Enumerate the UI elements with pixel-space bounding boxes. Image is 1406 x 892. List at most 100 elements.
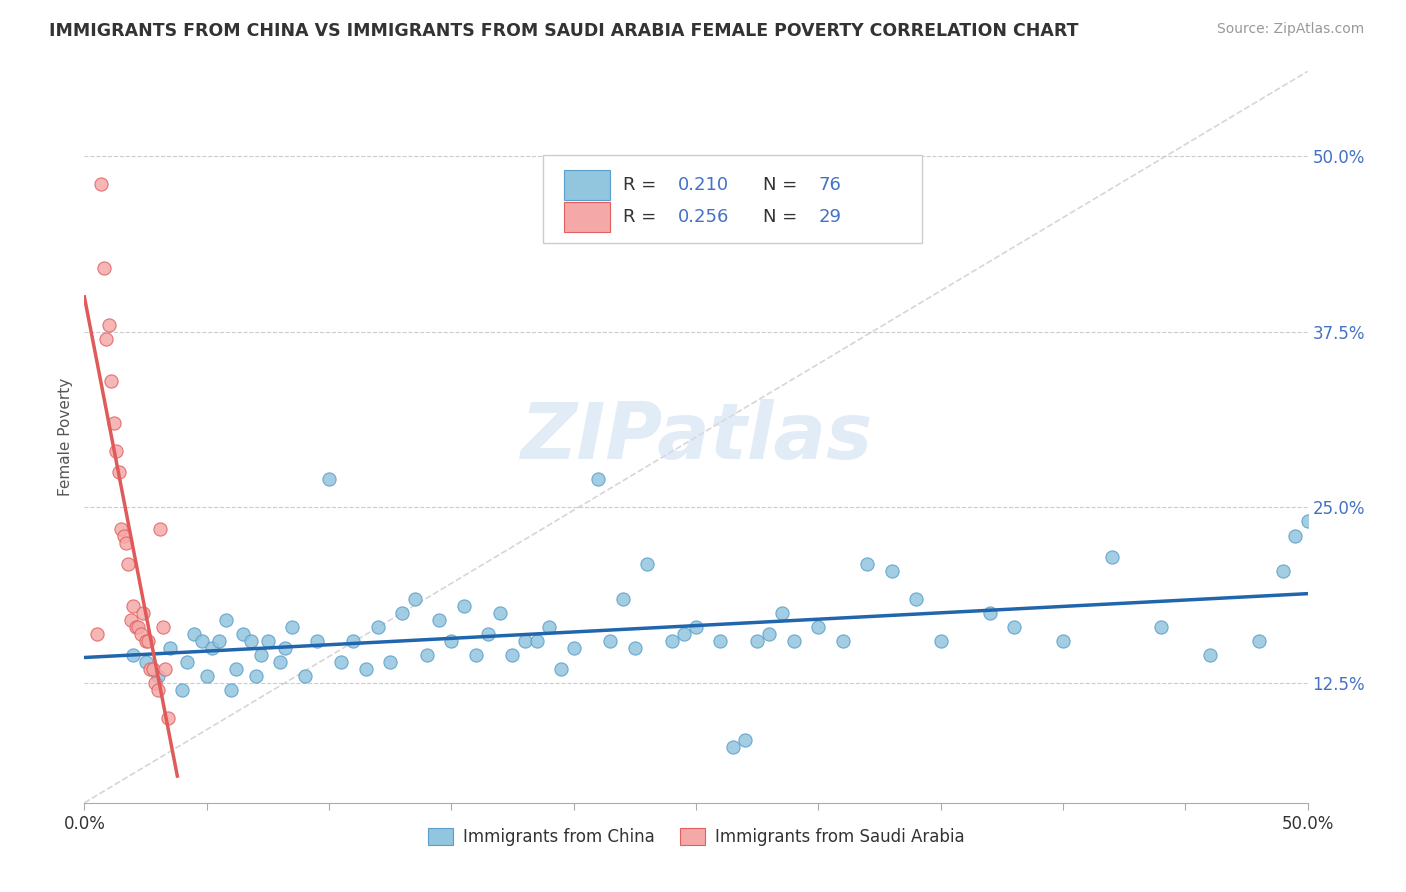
Text: N =: N =	[763, 208, 803, 226]
Point	[172, 683, 194, 698]
Point	[257, 634, 280, 648]
Point	[709, 634, 731, 648]
FancyBboxPatch shape	[564, 169, 610, 200]
Point	[274, 641, 297, 656]
Point	[159, 641, 181, 656]
Point	[245, 669, 267, 683]
Point	[135, 655, 157, 669]
Point	[146, 683, 169, 698]
Point	[132, 606, 155, 620]
Point	[191, 634, 214, 648]
Point	[367, 620, 389, 634]
Point	[122, 599, 145, 613]
Point	[513, 634, 536, 648]
Text: 0.256: 0.256	[678, 208, 728, 226]
Point	[105, 444, 128, 458]
Point	[685, 620, 707, 634]
Point	[440, 634, 463, 648]
Point	[612, 591, 634, 606]
Point	[97, 318, 120, 332]
Point	[502, 648, 524, 662]
Legend: Immigrants from China, Immigrants from Saudi Arabia: Immigrants from China, Immigrants from S…	[422, 822, 970, 853]
Point	[330, 655, 353, 669]
Point	[599, 634, 621, 648]
FancyBboxPatch shape	[543, 155, 922, 244]
Point	[391, 606, 413, 620]
Point	[586, 472, 609, 486]
Text: 76: 76	[818, 176, 841, 194]
Point	[856, 557, 879, 571]
Point	[783, 634, 806, 648]
Point	[380, 655, 402, 669]
Point	[734, 732, 756, 747]
Point	[354, 662, 377, 676]
Point	[453, 599, 475, 613]
Point	[636, 557, 658, 571]
Point	[404, 591, 426, 606]
Point	[120, 613, 142, 627]
Point	[127, 620, 149, 634]
Point	[200, 641, 222, 656]
Text: R =: R =	[623, 208, 662, 226]
Point	[146, 669, 169, 683]
Point	[149, 522, 172, 536]
Point	[142, 662, 165, 676]
Point	[464, 648, 486, 662]
Point	[831, 634, 853, 648]
Text: Source: ZipAtlas.com: Source: ZipAtlas.com	[1216, 22, 1364, 37]
Point	[758, 627, 780, 641]
FancyBboxPatch shape	[564, 202, 610, 233]
Point	[929, 634, 952, 648]
Point	[156, 711, 179, 725]
Point	[115, 535, 138, 549]
Point	[1272, 564, 1295, 578]
Point	[1002, 620, 1025, 634]
Point	[239, 634, 262, 648]
Point	[215, 613, 238, 627]
Point	[93, 261, 115, 276]
Text: N =: N =	[763, 176, 803, 194]
Point	[125, 620, 148, 634]
Text: 29: 29	[818, 208, 841, 226]
Point	[269, 655, 291, 669]
Point	[135, 634, 157, 648]
Point	[122, 648, 145, 662]
Point	[100, 374, 122, 388]
Point	[139, 662, 162, 676]
Point	[661, 634, 683, 648]
Point	[807, 620, 830, 634]
Point	[526, 634, 548, 648]
Point	[672, 627, 695, 641]
Point	[96, 332, 118, 346]
Point	[1101, 549, 1123, 564]
Point	[219, 683, 242, 698]
Point	[110, 522, 132, 536]
Point	[1296, 515, 1319, 529]
Point	[90, 177, 112, 191]
Point	[294, 669, 316, 683]
Point	[538, 620, 561, 634]
Point	[427, 613, 450, 627]
Point	[747, 634, 769, 648]
Point	[562, 641, 585, 656]
Text: ZIPatlas: ZIPatlas	[520, 399, 872, 475]
Point	[183, 627, 205, 641]
Point	[281, 620, 304, 634]
Point	[232, 627, 254, 641]
Point	[1198, 648, 1220, 662]
Point	[1247, 634, 1270, 648]
Point	[550, 662, 572, 676]
Point	[208, 634, 231, 648]
Text: IMMIGRANTS FROM CHINA VS IMMIGRANTS FROM SAUDI ARABIA FEMALE POVERTY CORRELATION: IMMIGRANTS FROM CHINA VS IMMIGRANTS FROM…	[49, 22, 1078, 40]
Point	[143, 676, 166, 690]
Point	[117, 557, 139, 571]
Point	[176, 655, 198, 669]
Point	[721, 739, 744, 754]
Point	[1150, 620, 1173, 634]
Text: 0.210: 0.210	[678, 176, 728, 194]
Point	[129, 627, 152, 641]
Point	[112, 528, 135, 542]
Point	[905, 591, 928, 606]
Point	[107, 465, 129, 479]
Point	[979, 606, 1001, 620]
